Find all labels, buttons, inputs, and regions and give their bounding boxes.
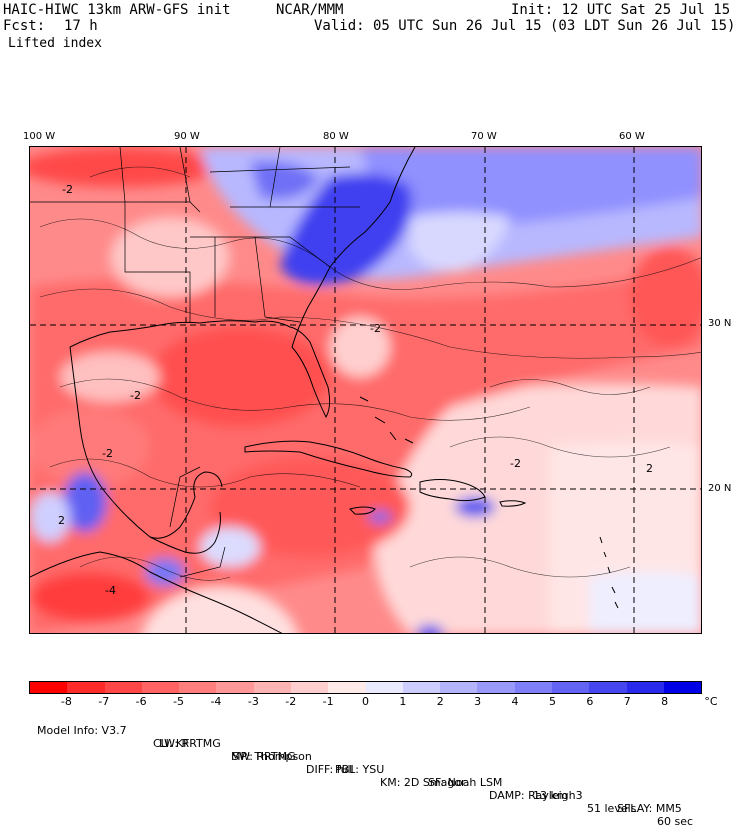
colorbar-segment [663, 682, 702, 693]
contour-label: 2 [58, 514, 65, 527]
model-info-sw: SW: RRTMG [232, 750, 296, 763]
colorbar [29, 681, 702, 694]
colorbar-tick-label: -5 [173, 695, 185, 708]
colorbar-segment [290, 682, 329, 693]
contour-label-group: -2 -2 -2 -4 -2 -2 2 2 [58, 183, 653, 597]
lon-label-70w: 70 W [471, 131, 497, 142]
lon-label-60w: 60 W [619, 131, 645, 142]
colorbar-segment [477, 682, 515, 693]
model-title: HAIC-HIWC 13km ARW-GFS init [3, 2, 231, 18]
colorbar-tick-label: -4 [210, 695, 222, 708]
contour-label: -2 [130, 389, 141, 402]
contour-label: -2 [510, 457, 521, 470]
colorbar-tick-label: -1 [322, 695, 334, 708]
map-canvas: -2 -2 -2 -4 -2 -2 2 2 [30, 147, 701, 633]
colorbar-tick-label: 6 [586, 695, 594, 708]
init-time: Init: 12 UTC Sat 25 Jul 15 [511, 2, 731, 18]
valid-time: Valid: 05 UTC Sun 26 Jul 15 (03 LDT Sun … [314, 18, 736, 34]
colorbar-tick-label: -3 [247, 695, 259, 708]
model-info-timestep: 60 sec [657, 815, 694, 828]
colorbar-segment [551, 682, 590, 693]
colorbar-tick-label: -7 [98, 695, 110, 708]
lon-label-80w: 80 W [323, 131, 349, 142]
model-info-line1: Model Info: V3.7 CU: KF MP: Thompson PBL… [30, 711, 693, 828]
colorbar-segment [253, 682, 291, 693]
forecast-hour: 17 h [64, 18, 98, 34]
contour-label: -2 [370, 322, 381, 335]
center-name: NCAR/MMM [276, 2, 344, 18]
contour-label: -2 [62, 183, 73, 196]
colorbar-segment [216, 682, 254, 693]
colorbar-segment [104, 682, 142, 693]
colorbar-tick-label: 0 [362, 695, 369, 708]
model-info-lw: LW: RRTMG [159, 737, 221, 750]
colorbar-segment [514, 682, 552, 693]
colorbar-tick-label: 2 [436, 695, 444, 708]
model-info-diff: DIFF: full [306, 763, 354, 776]
colorbar-segment [402, 682, 441, 693]
contour-label: -2 [102, 447, 113, 460]
forecast-label: Fcst: [3, 18, 46, 34]
coastlines [30, 147, 619, 633]
colorbar-tick-label: -2 [285, 695, 297, 708]
colorbar-segment [589, 682, 627, 693]
colorbar-segment [365, 682, 403, 693]
model-info-sflay: SFLAY: MM5 [617, 802, 682, 815]
colorbar-tick-label: 8 [661, 695, 669, 708]
lifted-index-contours [39, 166, 701, 581]
colorbar-segment [67, 682, 105, 693]
colorbar-tick-label: 4 [511, 695, 519, 708]
colorbar-tick-label: 3 [474, 695, 482, 708]
colorbar-segment [626, 682, 664, 693]
colorbar-segment [328, 682, 366, 693]
field-shading [30, 147, 701, 633]
colorbar-tick-label: 1 [399, 695, 407, 708]
contour-label: -4 [105, 584, 116, 597]
contour-label: 2 [646, 462, 653, 475]
lat-label-20n: 20 N [708, 483, 732, 494]
model-info-version: Model Info: V3.7 [37, 724, 127, 737]
colorbar-segment [141, 682, 180, 693]
lifted-index-map: -2 -2 -2 -4 -2 -2 2 2 [29, 146, 702, 634]
colorbar-segment [179, 682, 217, 693]
field-name: Lifted index [8, 36, 102, 51]
colorbar-segment [440, 682, 478, 693]
colorbar-unit: °C [704, 695, 718, 708]
lon-label-100w: 100 W [23, 131, 56, 142]
colorbar-tick-label: -8 [60, 695, 72, 708]
colorbar-segment [30, 682, 68, 693]
lon-label-90w: 90 W [174, 131, 200, 142]
model-info-km: KM: 2D Smagor [380, 776, 466, 789]
colorbar-tick-label: 7 [623, 695, 631, 708]
colorbar-tick-label: 5 [548, 695, 556, 708]
model-info-damp: DAMP: Rayleigh3 [489, 789, 583, 802]
lat-label-30n: 30 N [708, 318, 732, 329]
state-borders [30, 147, 360, 578]
graticule [30, 147, 701, 633]
colorbar-tick-label: -6 [135, 695, 147, 708]
model-info-line2: LW: RRTMG SW: RRTMG DIFF: full KM: 2D Sm… [152, 724, 682, 815]
